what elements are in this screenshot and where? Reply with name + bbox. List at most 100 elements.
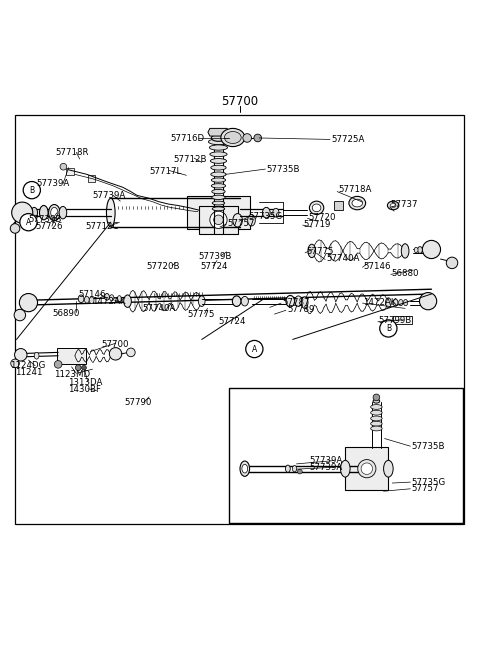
Ellipse shape [117,295,121,302]
Ellipse shape [212,207,225,211]
Ellipse shape [198,296,205,307]
Ellipse shape [31,208,37,218]
Circle shape [20,214,37,231]
Ellipse shape [295,296,302,307]
Text: 57720B: 57720B [147,262,180,271]
Ellipse shape [211,165,226,170]
Ellipse shape [124,295,132,307]
Text: 57724: 57724 [201,262,228,271]
Ellipse shape [211,172,226,177]
Text: 1123MD: 1123MD [54,370,90,379]
Circle shape [60,163,67,170]
Bar [57,348,86,364]
Circle shape [75,365,81,371]
Circle shape [422,240,441,259]
Ellipse shape [273,208,279,217]
Ellipse shape [209,145,228,150]
Circle shape [14,348,27,361]
Ellipse shape [107,198,115,227]
Text: 57725A: 57725A [331,135,364,144]
Text: 57700: 57700 [221,95,259,108]
Ellipse shape [418,247,422,253]
Bar [199,206,238,234]
Text: 57775: 57775 [306,248,334,256]
Ellipse shape [51,208,58,218]
Text: 57720: 57720 [309,213,336,222]
Text: 1313DA: 1313DA [68,378,102,387]
Ellipse shape [292,466,297,472]
Ellipse shape [221,128,245,147]
Bar [334,200,343,210]
Ellipse shape [401,244,409,258]
Bar [88,175,96,181]
Circle shape [14,309,25,321]
Ellipse shape [414,248,418,253]
Ellipse shape [211,178,226,182]
Ellipse shape [211,183,226,188]
Text: 57775: 57775 [187,310,215,319]
Circle shape [298,469,302,474]
Ellipse shape [286,465,290,472]
Ellipse shape [404,299,408,306]
Ellipse shape [210,159,227,163]
Text: 57724: 57724 [218,317,246,326]
Text: 57718R: 57718R [56,148,89,157]
Ellipse shape [352,199,362,207]
Ellipse shape [371,405,382,409]
Text: 57740A: 57740A [326,254,360,263]
Ellipse shape [384,460,393,477]
Text: 57712C: 57712C [86,223,120,231]
Ellipse shape [371,416,382,421]
Ellipse shape [312,204,321,212]
Ellipse shape [89,297,94,303]
Ellipse shape [349,196,366,210]
Ellipse shape [248,215,255,226]
Text: 57739A: 57739A [36,179,70,189]
Text: 57726: 57726 [35,221,63,231]
Circle shape [23,181,40,198]
Ellipse shape [371,410,382,415]
Circle shape [214,215,223,225]
Text: 57146: 57146 [363,262,391,271]
Ellipse shape [340,460,350,477]
Text: 57717L: 57717L [149,167,181,176]
Text: 57716D: 57716D [170,134,205,143]
Ellipse shape [390,204,396,208]
Ellipse shape [371,421,382,426]
Ellipse shape [212,189,225,194]
Text: A: A [26,217,31,227]
Text: 57790: 57790 [124,398,152,407]
Text: 57146: 57146 [79,290,106,299]
Circle shape [12,202,33,223]
Text: 1124DG: 1124DG [10,362,46,370]
Ellipse shape [240,461,250,476]
Ellipse shape [48,204,60,221]
Circle shape [373,394,380,401]
Ellipse shape [393,299,398,306]
Bar [229,388,463,523]
Ellipse shape [84,297,89,303]
Text: 57712B: 57712B [173,155,206,164]
Text: 57739B: 57739B [198,252,232,261]
Circle shape [11,359,19,367]
Text: 1472AK: 1472AK [363,297,397,307]
Polygon shape [393,316,412,324]
Text: 57739A: 57739A [310,456,343,465]
Text: 57718A: 57718A [338,185,372,194]
Ellipse shape [241,297,248,306]
Ellipse shape [232,296,241,307]
Text: 57700: 57700 [101,340,129,348]
Ellipse shape [39,206,48,220]
Circle shape [246,341,263,358]
Ellipse shape [301,297,308,309]
Text: 57735G: 57735G [249,212,283,221]
Ellipse shape [308,244,316,257]
Text: 56880: 56880 [392,269,419,278]
Text: 57799B: 57799B [379,316,412,326]
Circle shape [19,293,37,312]
Text: 57737: 57737 [391,200,418,210]
Ellipse shape [263,208,270,218]
Circle shape [82,365,86,370]
Ellipse shape [105,293,109,300]
Text: 57735B: 57735B [266,164,300,174]
